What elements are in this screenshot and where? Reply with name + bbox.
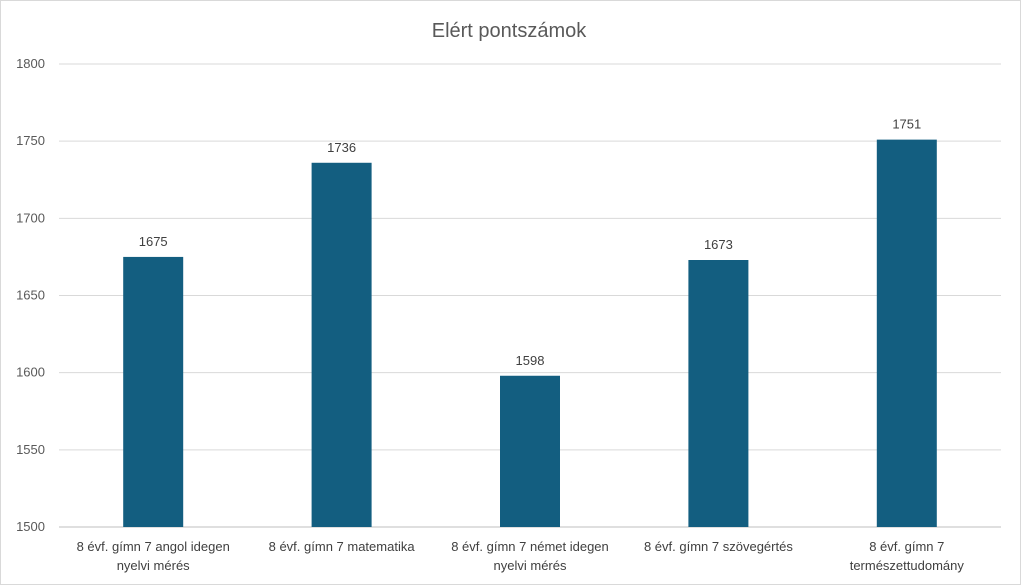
y-axis-ticks: 1500 1550 1600 1650 1700 1750 1800 [16,56,45,534]
data-label: 1751 [892,117,921,132]
bar [311,162,372,528]
data-label: 1598 [516,353,545,368]
category-label: nyelvi mérés [494,558,567,573]
gridlines [59,63,1001,528]
x-axis-categories: 8 évf. gímn 7 angol idegen nyelvi mérés 8 … [77,539,965,573]
data-label: 1675 [139,234,168,249]
bar [500,375,560,527]
category-label: 8 évf. gímn 7 német idegen [451,539,609,554]
bar [876,139,937,527]
y-tick-label: 1800 [16,56,45,71]
data-label: 1673 [704,237,733,252]
chart-title: Elért pontszámok [432,20,588,42]
category-label: nyelvi mérés [117,558,190,573]
data-labels: 1675 1736 1598 1673 1751 [139,117,922,368]
y-tick-label: 1650 [16,288,45,303]
category-label: 8 évf. gímn 7 angol idegen [77,539,230,554]
category-label: természettudomány [850,558,965,573]
y-tick-label: 1750 [16,133,45,148]
category-label: 8 évf. gímn 7 [869,539,944,554]
category-label: 8 évf. gímn 7 matematika [269,539,416,554]
bars [123,139,937,528]
data-label: 1736 [327,140,356,155]
y-tick-label: 1500 [16,519,45,534]
y-tick-label: 1600 [16,365,45,380]
bar [688,260,749,527]
y-tick-label: 1700 [16,210,45,225]
category-label: 8 évf. gímn 7 szövegértés [644,539,793,554]
y-tick-label: 1550 [16,442,45,457]
bar [123,256,184,527]
